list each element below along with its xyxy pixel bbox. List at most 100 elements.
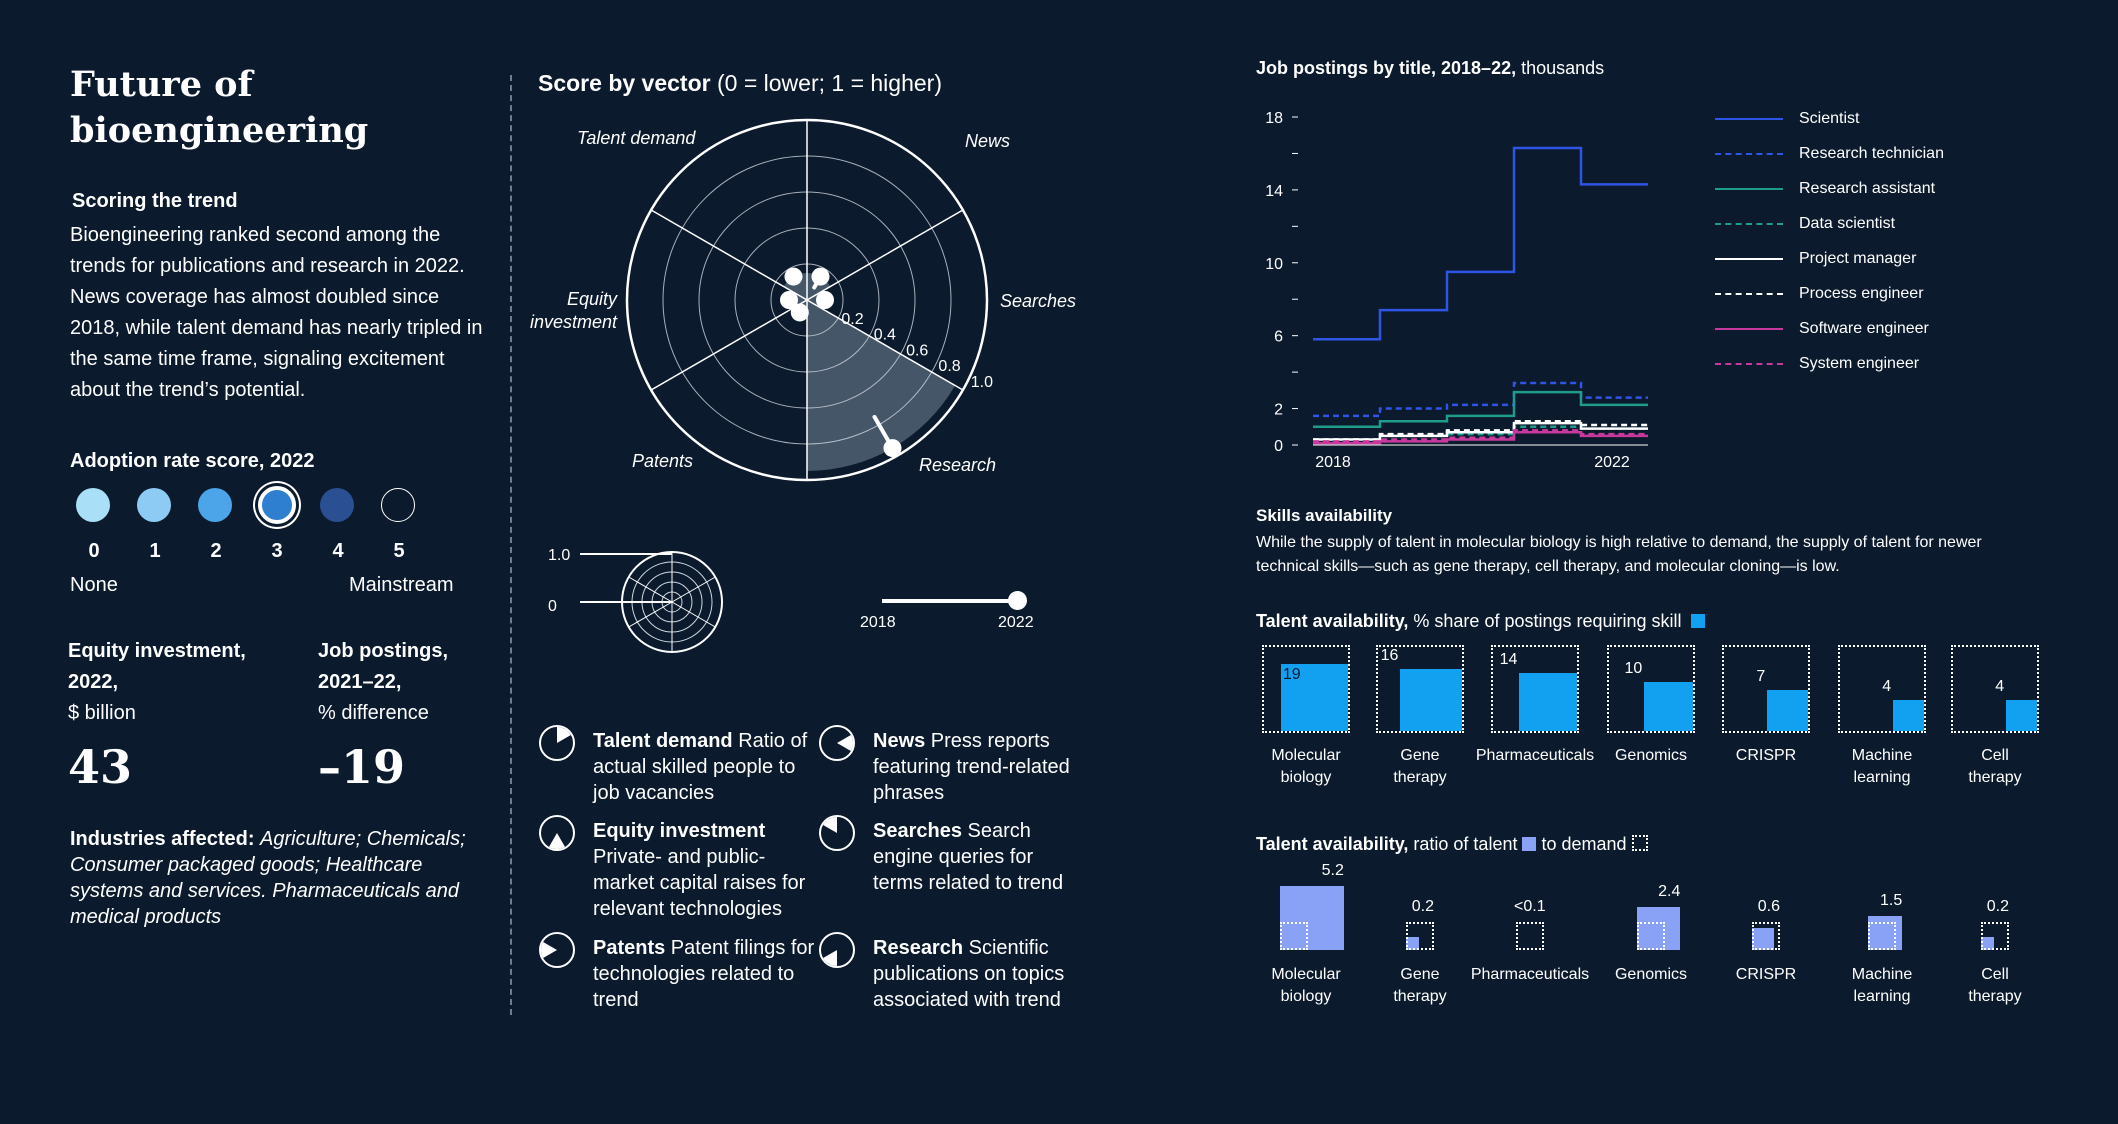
legend-label: Software engineer [1799,320,1929,337]
ratio-value-label: 0.6 [1757,898,1780,915]
ratio-talent-bar [1637,906,1681,950]
radar-spoke [806,299,964,391]
line-research-technician [1313,381,1648,418]
radar-spoke [806,209,964,301]
ratio-talent-swatch [1522,837,1537,851]
ratio-category-label: Cell therapy [1968,966,2022,1005]
y-tick-label: 18 [1265,110,1283,127]
equity-value: 43 [68,740,133,794]
radar-point-patents [790,303,809,322]
radar-ring-label: 0.2 [841,311,863,328]
legend-item-data-scientist: Data scientist [1715,215,1895,233]
definition-name: Talent demand [593,730,733,752]
line-scientist [1313,146,1648,341]
share-category-label: CRISPR [1735,747,1797,764]
jobs-chart-title: Job postings by title, 2018–22, thousand… [1256,58,1604,79]
year-slider-track[interactable] [882,599,1018,603]
skills-text: While the supply of talent in molecular … [1256,534,1982,575]
page-title: Future of bioengineering [70,64,369,151]
skills-heading: Skills availability [1256,506,1393,525]
jobs-value: –19 [318,740,406,794]
industries-label: Industries affected: [70,828,255,850]
legend-label: Research assistant [1799,180,1936,197]
ratio-title-end: to demand [1541,834,1627,854]
legend-swatch [1715,328,1783,330]
scoring-text: Bioengineering ranked second among the t… [70,224,483,401]
share-bar [1280,663,1348,731]
y-tick-label: 6 [1274,329,1283,346]
share-category-label: Machine learning [1851,747,1913,786]
definition-text: Press reports featuring trend-related ph… [873,730,1070,804]
definition-text: Ratio of actual skilled people to job va… [593,730,808,804]
share-title-rest: % share of postings requiring skill [1413,611,1682,631]
slider-start-label: 2018 [860,614,896,631]
share-category-label: Pharmaceuticals [1475,747,1595,764]
jobs-line-chart: 18 14 10 6 2 0 2018 2022 [1265,110,1648,471]
research-icon [819,932,855,968]
share-legend-swatch [1690,614,1705,628]
radar-size-legend: 1.0 0 [548,547,723,653]
radar-label-equity-investment: Equity investment [530,289,618,332]
ratio-demand-box [1637,922,1665,950]
ratio-demand-box [1868,922,1896,950]
legend-label: Process engineer [1799,285,1924,302]
definition-talent-demand: Talent demand Ratio of actual skilled pe… [593,728,823,806]
legend-label: Scientist [1799,110,1860,127]
adoption-label-1: 1 [149,540,161,562]
definition-text: Scientific publications on topics associ… [873,937,1065,1011]
share-title: Talent availability, % share of postings… [1256,611,1705,632]
radar-ring-label: 0.8 [938,358,960,375]
radar-ring-label: 1.0 [971,374,993,391]
ratio-demand-box [1280,922,1308,950]
legend-swatch [1715,223,1783,225]
equity-investment-icon [539,815,575,851]
radar-label-news: News [965,131,1010,151]
legend-swatch [1715,363,1783,365]
year-slider-handle[interactable] [1008,591,1027,610]
definition-name: Research [873,937,964,959]
adoption-label-2: 2 [210,540,222,562]
share-bar [1767,690,1808,731]
slider-end-label: 2022 [998,614,1034,631]
share-category-label: Genomics [1614,747,1688,764]
y-tick-label: 10 [1265,256,1283,273]
legend-item-system-engineer: System engineer [1715,355,1919,373]
legend-item-research-assistant: Research assistant [1715,180,1935,198]
radar-label-searches: Searches [1000,291,1076,311]
radar-point-equity-investment [780,291,798,309]
share-value-label: 14 [1499,651,1518,669]
definition-name: Equity investment [593,820,766,842]
share-box [1491,645,1579,733]
ratio-value-label: 5.2 [1321,862,1344,880]
radar-label-research: Research [919,455,996,475]
ratio-demand-swatch [1631,835,1648,851]
ratio-value-label: 2.4 [1658,882,1681,900]
definition-text: Private- and public-market capital raise… [593,846,806,920]
definition-name: Patents [593,937,666,959]
industries: Industries affected: Agriculture; Chemic… [70,826,490,930]
share-bar [1893,700,1924,731]
adoption-low-label: None [70,574,118,596]
share-value-label: 10 [1624,660,1643,678]
radar-heading: Score by vector (0 = lower; 1 = higher) [538,70,942,97]
definition-equity-investment: Equity investment Private- and public-ma… [593,818,823,922]
ratio-demand-box [1516,922,1544,950]
definition-news: News Press reports featuring trend-relat… [873,728,1073,806]
line-system-engineer [1313,429,1648,443]
mini-bottom-label: 0 [548,598,557,615]
adoption-label-4: 4 [332,540,344,562]
legend-label: Data scientist [1799,215,1896,232]
share-category-label: Gene therapy [1393,747,1447,786]
adoption-dot-4 [320,488,354,522]
ratio-demand-box [1406,922,1434,950]
definition-name: News [873,730,926,752]
ratio-category-label: Gene therapy [1393,966,1447,1005]
radar-ring-label: 0.6 [906,342,928,359]
share-bar [2006,700,2037,731]
ratio-category-label: Molecular biology [1271,966,1341,1005]
ratio-category-label: Pharmaceuticals [1470,966,1590,983]
radar-point-news [811,267,830,286]
ratio-talent-bar [1868,915,1903,950]
jobs-label-line2: 2021–22, [318,671,402,693]
radar-point-searches [816,291,834,309]
